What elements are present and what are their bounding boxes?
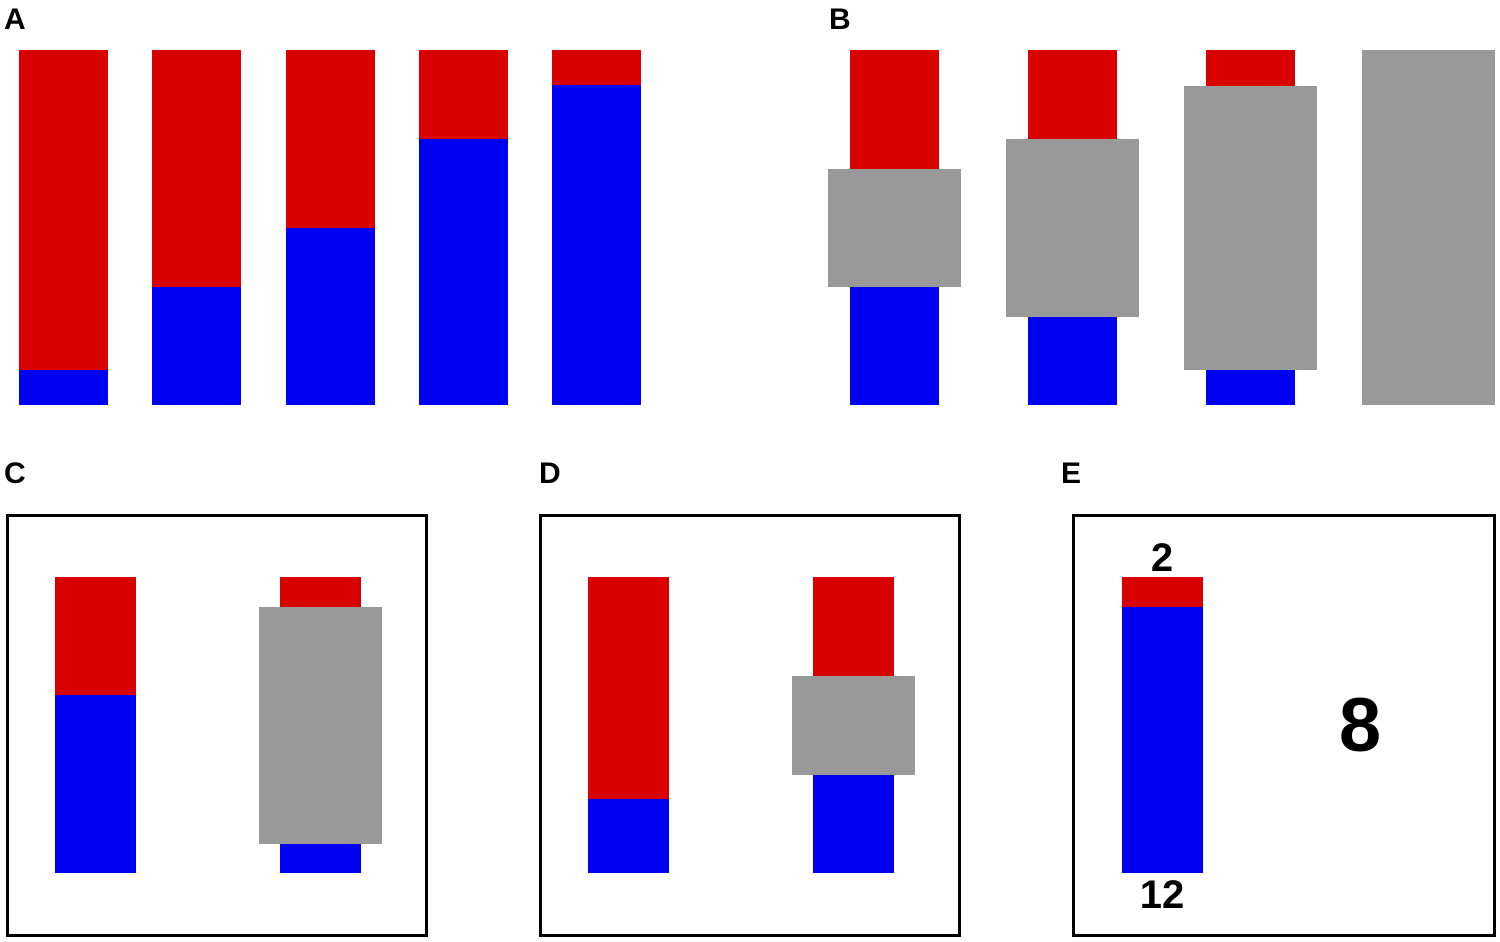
blue-segment: [19, 370, 108, 405]
red-segment: [552, 50, 641, 85]
bottom-count-label: 12: [1139, 873, 1185, 917]
blue-segment: [1122, 607, 1203, 873]
red-segment: [419, 50, 508, 139]
panel-d-frame: [539, 514, 961, 937]
panel-b-mask-1: [828, 169, 961, 287]
panel-b-mask-3: [1184, 86, 1317, 370]
blue-segment: [552, 85, 641, 405]
panel-d-bar-left: [588, 577, 669, 873]
red-segment: [1122, 577, 1203, 607]
blue-segment: [152, 287, 241, 405]
panel-d-mask: [792, 676, 915, 775]
masked-count-label: 8: [1338, 683, 1382, 768]
blue-segment: [419, 139, 508, 405]
top-count-label: 2: [1150, 536, 1174, 580]
panel-e-frame: [1072, 514, 1496, 937]
panel-c-bar-left: [55, 577, 136, 873]
red-segment: [588, 577, 669, 799]
panel-a-bar-2: [152, 50, 241, 405]
panel-c-mask: [259, 607, 382, 844]
red-segment: [19, 50, 108, 370]
blue-segment: [286, 228, 375, 405]
panel-label-c: C: [4, 457, 26, 490]
red-segment: [152, 50, 241, 287]
panel-a-bar-3: [286, 50, 375, 405]
blue-segment: [55, 695, 136, 873]
panel-c-frame: [6, 514, 428, 937]
panel-e-bar: [1122, 577, 1203, 873]
panel-label-e: E: [1061, 457, 1082, 490]
panel-a-bar-4: [419, 50, 508, 405]
panel-a-bar-1: [19, 50, 108, 405]
panel-b-mask-4: [1362, 50, 1495, 405]
panel-b-mask-2: [1006, 139, 1139, 317]
panel-label-b: B: [829, 3, 851, 36]
panel-a-bar-5: [552, 50, 641, 405]
red-segment: [286, 50, 375, 228]
panel-label-a: A: [4, 3, 26, 36]
red-segment: [55, 577, 136, 695]
blue-segment: [813, 774, 894, 873]
blue-segment: [588, 799, 669, 873]
panel-label-d: D: [539, 457, 561, 490]
